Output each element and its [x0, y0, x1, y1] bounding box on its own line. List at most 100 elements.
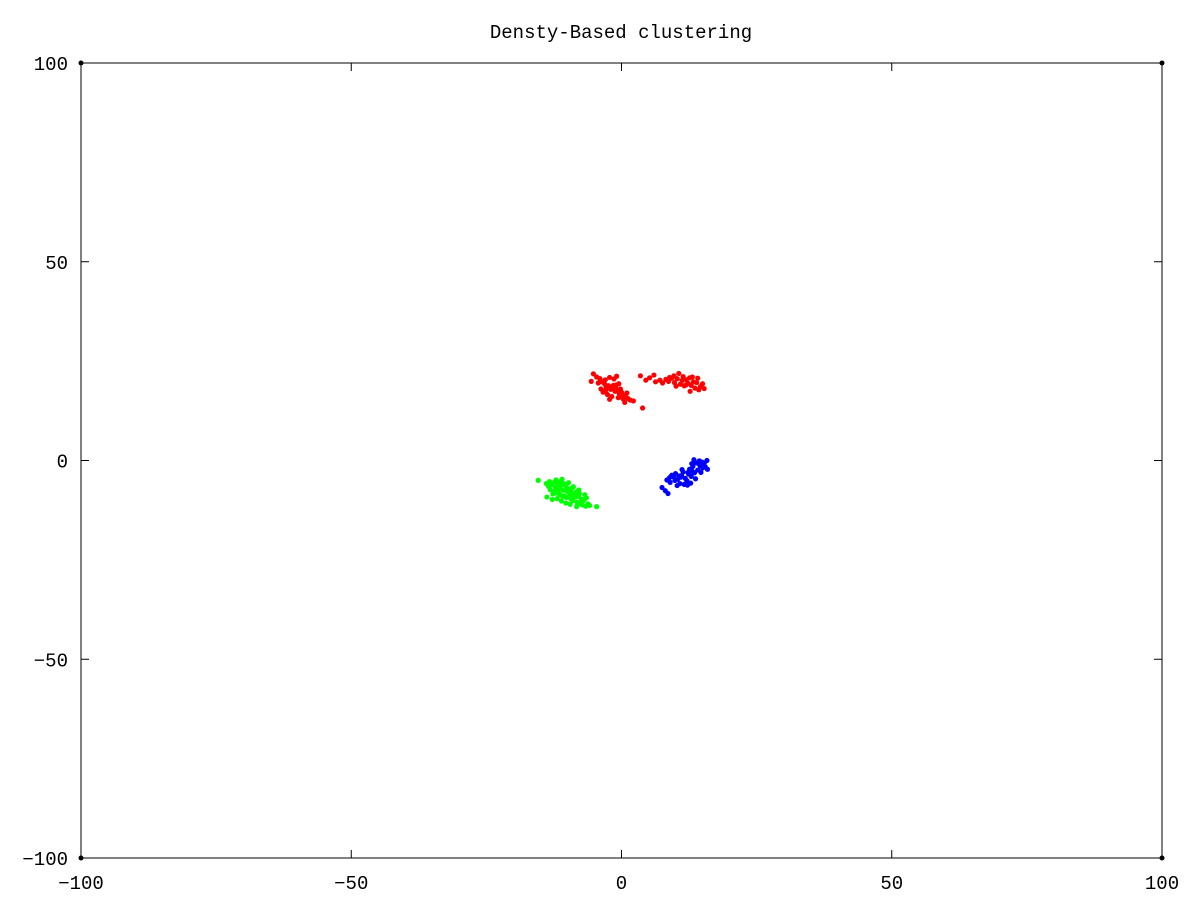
data-point-cluster-1 — [588, 378, 594, 384]
data-point-cluster-1 — [598, 386, 604, 392]
data-point-cluster-1 — [607, 396, 613, 402]
data-point-cluster-2 — [544, 494, 550, 500]
axis-ticks: −100 −50 0 50 100 −100 −50 0 50 100 — [22, 54, 1179, 895]
data-point-cluster-3 — [665, 490, 671, 497]
data-point-cluster-2 — [570, 484, 576, 490]
data-point-cluster-2 — [564, 485, 570, 491]
data-point-cluster-1 — [603, 387, 609, 393]
x-tick-label: −100 — [58, 873, 104, 895]
data-point-cluster-1 — [687, 388, 693, 394]
y-tick-label: 0 — [57, 452, 68, 474]
data-point-cluster-2 — [576, 487, 582, 493]
axis-corner-dots — [78, 60, 1165, 861]
data-point-cluster-1 — [590, 371, 596, 377]
data-point-cluster-1 — [689, 374, 695, 380]
data-point-cluster-1 — [676, 370, 682, 377]
data-point-cluster-1 — [617, 386, 624, 392]
data-point-cluster-2 — [594, 504, 600, 510]
data-point-cluster-1 — [667, 374, 673, 381]
data-point-cluster-1 — [630, 398, 636, 404]
data-point-cluster-1 — [643, 377, 649, 383]
data-point-cluster-1 — [665, 378, 672, 384]
data-point-cluster-1 — [651, 372, 657, 378]
data-point-cluster-3 — [704, 457, 710, 464]
axis-corner-dot — [1159, 60, 1165, 66]
data-point-cluster-3 — [688, 473, 694, 479]
data-point-cluster-2 — [583, 495, 589, 501]
data-point-cluster-1 — [637, 373, 644, 379]
data-point-cluster-2 — [561, 480, 567, 487]
data-point-cluster-2 — [559, 493, 566, 499]
data-point-cluster-3 — [704, 466, 711, 472]
data-point-cluster-2 — [565, 480, 572, 486]
data-point-cluster-3 — [681, 481, 687, 487]
data-point-cluster-3 — [685, 469, 691, 476]
data-point-cluster-3 — [689, 468, 695, 474]
data-point-cluster-3 — [672, 477, 678, 483]
data-point-cluster-1 — [699, 381, 706, 387]
data-point-cluster-3 — [699, 459, 705, 465]
data-point-cluster-2 — [553, 477, 559, 483]
x-tick-label: 100 — [1145, 873, 1179, 895]
data-point-cluster-3 — [674, 482, 680, 489]
data-point-cluster-2 — [549, 496, 555, 503]
plot-area — [80, 62, 1163, 859]
chart-title: Densty-Based clustering — [490, 22, 752, 44]
data-point-cluster-2 — [554, 496, 560, 502]
data-point-cluster-1 — [595, 380, 601, 386]
data-point-cluster-1 — [619, 394, 625, 400]
data-point-cluster-1 — [607, 374, 613, 381]
data-point-cluster-1 — [673, 383, 679, 389]
scatter-points — [535, 370, 711, 510]
data-point-cluster-3 — [667, 474, 673, 481]
data-point-cluster-3 — [697, 463, 704, 469]
x-tick-label: 0 — [616, 873, 627, 895]
data-point-cluster-2 — [567, 501, 573, 507]
data-point-cluster-3 — [684, 478, 690, 484]
data-point-cluster-3 — [688, 480, 694, 486]
data-point-cluster-1 — [624, 390, 630, 396]
data-point-cluster-2 — [587, 502, 593, 509]
data-point-cluster-3 — [689, 461, 695, 467]
data-point-cluster-2 — [568, 490, 574, 496]
data-point-cluster-1 — [602, 377, 608, 383]
axis-corner-dot — [78, 855, 84, 861]
data-point-cluster-1 — [604, 391, 611, 398]
axis-corner-dot — [78, 60, 84, 66]
data-point-cluster-1 — [616, 381, 622, 387]
y-tick-label: −50 — [34, 650, 68, 672]
data-point-cluster-1 — [659, 380, 666, 386]
data-point-cluster-2 — [552, 488, 558, 494]
data-point-cluster-1 — [610, 382, 616, 388]
data-point-cluster-1 — [652, 379, 659, 385]
data-point-cluster-2 — [574, 504, 580, 510]
data-point-cluster-1 — [701, 385, 707, 392]
axis-corner-dot — [1159, 855, 1165, 861]
data-point-cluster-2 — [563, 500, 569, 506]
x-tick-label: 50 — [880, 873, 903, 895]
data-point-cluster-1 — [694, 379, 700, 386]
data-point-cluster-2 — [560, 487, 566, 493]
data-point-cluster-3 — [667, 479, 673, 485]
x-tick-label: −50 — [334, 873, 368, 895]
data-point-cluster-1 — [680, 374, 686, 380]
data-point-cluster-3 — [679, 467, 685, 473]
data-point-cluster-3 — [698, 469, 704, 476]
data-point-cluster-3 — [692, 476, 699, 482]
data-point-cluster-1 — [683, 382, 689, 388]
data-point-cluster-2 — [558, 498, 565, 504]
data-point-cluster-1 — [695, 375, 701, 381]
data-point-cluster-2 — [547, 478, 553, 485]
data-point-cluster-1 — [671, 373, 677, 379]
y-tick-label: −100 — [22, 849, 68, 871]
data-point-cluster-1 — [614, 373, 620, 379]
data-point-cluster-1 — [679, 378, 685, 384]
data-point-cluster-2 — [535, 477, 541, 483]
y-tick-label: 100 — [34, 54, 68, 76]
data-point-cluster-3 — [691, 457, 697, 463]
data-point-cluster-3 — [659, 484, 665, 491]
data-point-cluster-1 — [647, 375, 653, 381]
data-point-cluster-1 — [639, 405, 646, 411]
data-point-cluster-3 — [676, 473, 682, 479]
